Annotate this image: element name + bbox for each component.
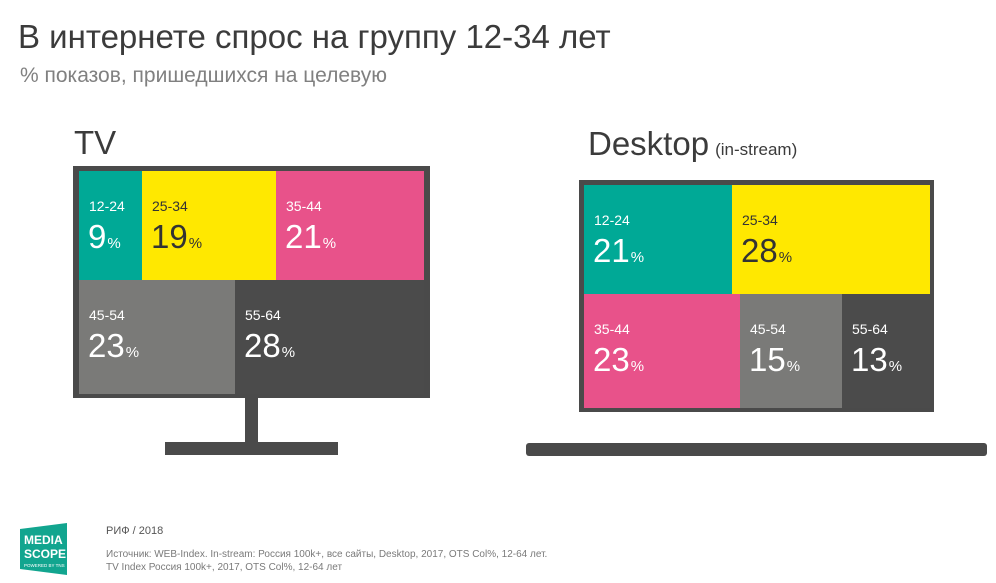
desktop-tile-value: 23%	[593, 341, 645, 378]
desktop-tile-unit: %	[778, 249, 793, 266]
desktop-tile-value: 21%	[593, 232, 645, 269]
desktop-tile-35-44: 35-44 23%	[584, 294, 740, 408]
tv-tile-unit: %	[281, 344, 296, 361]
desktop-tile-label: 45-54	[750, 321, 786, 337]
desktop-title-text: Desktop	[588, 125, 710, 162]
desktop-treemap: 12-24 21% 25-34 28% 35-44 23% 45-54 15% 55-64 13%	[584, 185, 930, 408]
desktop-tile-unit: %	[888, 358, 903, 375]
page-title: В интернете спрос на группу 12-34 лет	[18, 18, 611, 55]
svg-text:SCOPE: SCOPE	[24, 547, 66, 561]
tv-tile-value: 21%	[285, 218, 337, 255]
tv-tile-25-34: 25-34 19%	[142, 171, 276, 280]
desktop-tile-unit: %	[630, 358, 645, 375]
desktop-tile-label: 55-64	[852, 321, 888, 337]
desktop-subtitle: (in-stream)	[715, 140, 798, 159]
desktop-tile-label: 25-34	[742, 212, 778, 228]
tv-tile-value: 19%	[151, 218, 203, 255]
tv-tile-unit: %	[107, 235, 121, 252]
desktop-tile-25-34: 25-34 28%	[732, 185, 930, 294]
tv-tile-55-64: 55-64 28%	[235, 280, 424, 394]
mediascope-logo: MEDIA SCOPE POWERED BY TNS	[20, 523, 67, 575]
tv-tile-value: 9%	[88, 218, 121, 255]
tv-tile-label: 55-64	[245, 307, 281, 323]
desktop-tile-unit: %	[630, 249, 645, 266]
tv-tile-label: 35-44	[286, 198, 322, 214]
footer-year: РИФ / 2018	[106, 525, 164, 537]
tv-tile-label: 12-24	[89, 198, 125, 214]
page-subtitle: % показов, пришедшихся на целевую	[20, 64, 387, 87]
desktop-tile-12-24: 12-24 21%	[584, 185, 732, 294]
tv-tile-unit: %	[322, 235, 337, 252]
tv-tile-label: 45-54	[89, 307, 125, 323]
desktop-tile-value: 28%	[741, 232, 793, 269]
tv-tile-unit: %	[125, 344, 140, 361]
tv-tile-45-54: 45-54 23%	[79, 280, 235, 394]
desktop-tile-45-54: 45-54 15%	[740, 294, 842, 408]
desktop-tile-value: 13%	[851, 341, 903, 378]
svg-text:POWERED BY TNS: POWERED BY TNS	[24, 563, 65, 568]
desktop-tile-unit: %	[786, 358, 801, 375]
tv-tile-value: 23%	[88, 327, 140, 364]
svg-text:MEDIA: MEDIA	[24, 533, 63, 547]
footer-source-line1: Источник: WEB-Index. In-stream: Россия 1…	[106, 549, 548, 560]
tv-tile-12-24: 12-24 9%	[79, 171, 142, 280]
tv-tile-35-44: 35-44 21%	[276, 171, 424, 280]
tv-title: TV	[74, 124, 116, 162]
desktop-title: Desktop (in-stream)	[588, 125, 797, 163]
footer-source-line2: TV Index Россия 100k+, 2017, OTS Col%, 1…	[106, 562, 343, 573]
desktop-tile-label: 35-44	[594, 321, 630, 337]
tv-title-text: TV	[74, 124, 117, 161]
tv-tile-unit: %	[188, 235, 203, 252]
tv-stand-neck	[245, 398, 258, 442]
tv-treemap: 12-24 9% 25-34 19% 35-44 21% 45-54 23% 55-64 28%	[79, 171, 424, 394]
desktop-laptop-base	[526, 443, 987, 456]
desktop-tile-55-64: 55-64 13%	[842, 294, 930, 408]
footer-source: Источник: WEB-Index. In-stream: Россия 1…	[106, 548, 547, 574]
desktop-tile-value: 15%	[749, 341, 801, 378]
desktop-tile-label: 12-24	[594, 212, 630, 228]
tv-tile-label: 25-34	[152, 198, 188, 214]
tv-tile-value: 28%	[244, 327, 296, 364]
tv-stand-base	[165, 442, 338, 455]
